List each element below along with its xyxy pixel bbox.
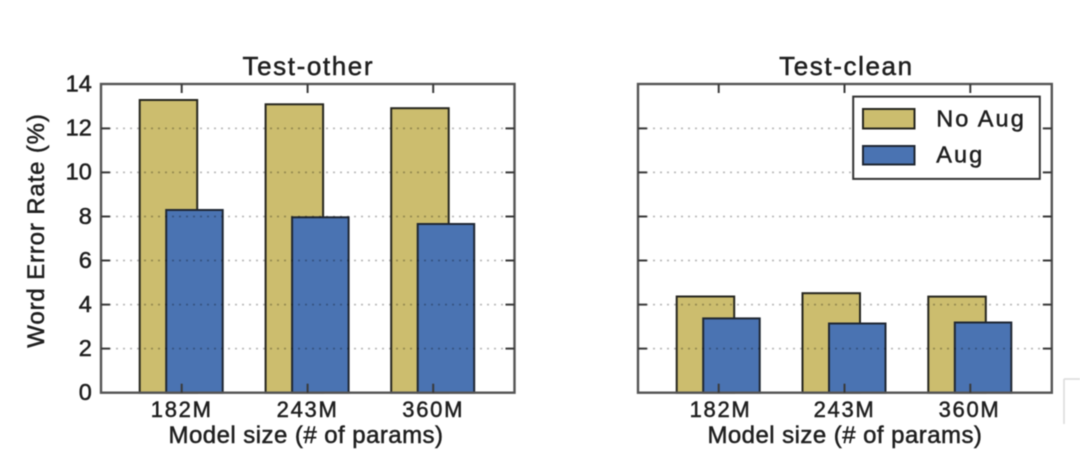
svg-text:No Aug: No Aug [936,105,1026,131]
svg-text:10: 10 [66,159,92,185]
svg-text:2: 2 [79,335,92,361]
svg-text:Model size (# of params): Model size (# of params) [169,422,444,449]
svg-text:4: 4 [79,291,92,317]
svg-text:14: 14 [66,71,92,97]
svg-text:6: 6 [79,247,92,273]
svg-text:243M: 243M [277,397,339,422]
svg-text:360M: 360M [939,397,1001,422]
svg-text:0: 0 [79,379,92,405]
svg-text:360M: 360M [402,397,464,422]
svg-text:182M: 182M [690,397,752,422]
svg-text:12: 12 [66,115,92,141]
svg-text:Model size (# of params): Model size (# of params) [707,422,982,449]
svg-text:Test-clean: Test-clean [779,51,914,81]
svg-text:Word Error Rate (%): Word Error Rate (%) [23,113,50,347]
svg-text:Aug: Aug [936,141,984,167]
svg-text:182M: 182M [151,397,213,422]
svg-text:Test-other: Test-other [242,51,374,81]
svg-text:8: 8 [79,203,92,229]
svg-text:243M: 243M [814,397,876,422]
